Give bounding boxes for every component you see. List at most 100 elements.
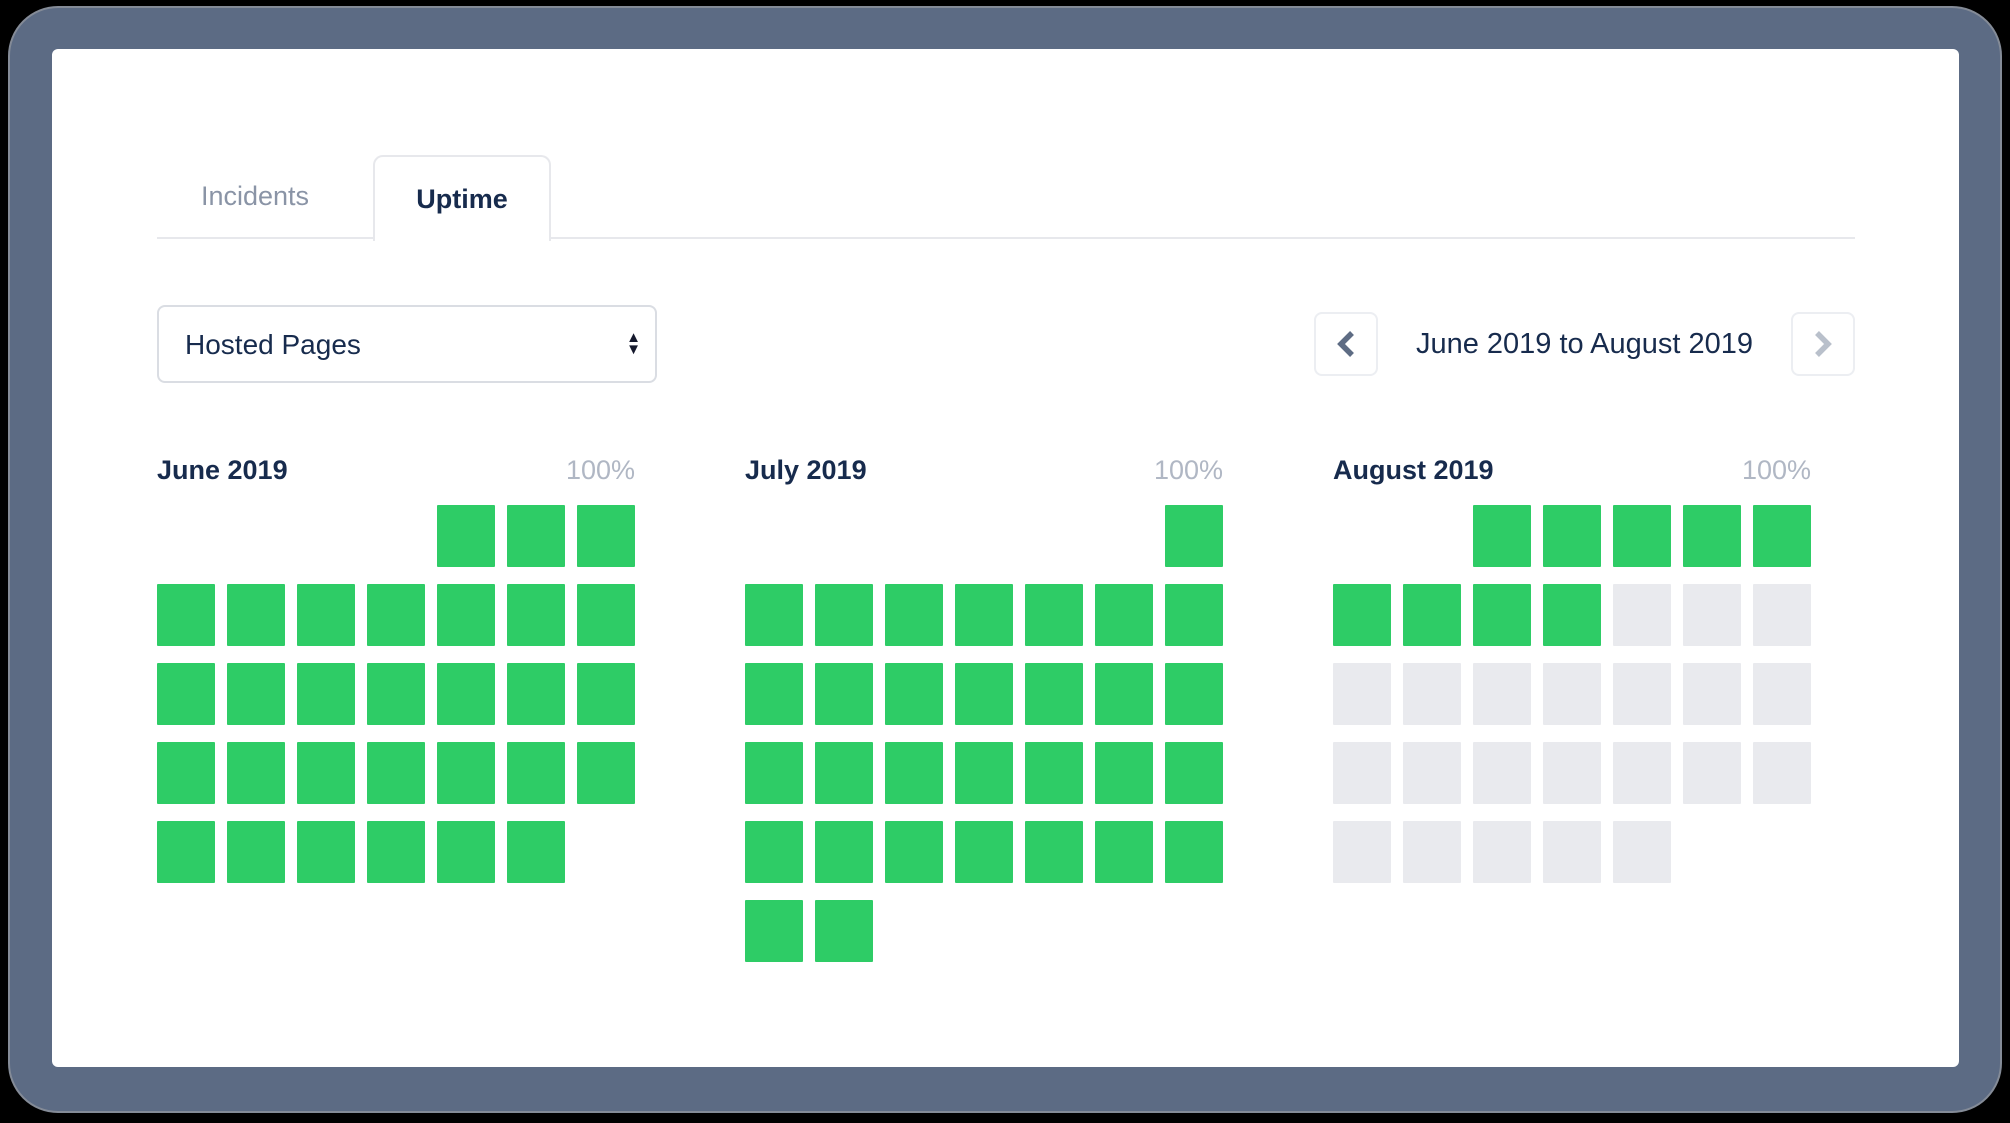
uptime-day-cell-operational[interactable] <box>885 663 943 725</box>
uptime-day-cell-operational[interactable] <box>745 742 803 804</box>
uptime-day-cell-operational[interactable] <box>1165 821 1223 883</box>
uptime-day-cell-operational[interactable] <box>1613 505 1671 567</box>
uptime-day-cell-operational[interactable] <box>577 663 635 725</box>
prev-range-button[interactable] <box>1313 312 1378 376</box>
uptime-day-cell-no-data[interactable] <box>1753 584 1811 646</box>
uptime-day-cell-operational[interactable] <box>367 742 425 804</box>
page-filter-select[interactable]: Hosted Pages <box>157 305 657 383</box>
uptime-day-cell-no-data[interactable] <box>1613 742 1671 804</box>
uptime-day-cell-operational[interactable] <box>745 821 803 883</box>
uptime-day-cell-operational[interactable] <box>437 505 495 567</box>
uptime-day-cell-operational[interactable] <box>507 663 565 725</box>
uptime-day-cell-operational[interactable] <box>885 584 943 646</box>
uptime-day-cell-operational[interactable] <box>885 742 943 804</box>
uptime-day-cell-operational[interactable] <box>227 663 285 725</box>
uptime-day-cell-operational[interactable] <box>577 584 635 646</box>
next-range-button[interactable] <box>1791 312 1855 376</box>
uptime-day-cell-operational[interactable] <box>367 821 425 883</box>
uptime-day-cell-operational[interactable] <box>297 742 355 804</box>
uptime-day-cell-no-data[interactable] <box>1333 742 1391 804</box>
uptime-day-cell-no-data[interactable] <box>1683 742 1741 804</box>
uptime-day-cell-operational[interactable] <box>1403 584 1461 646</box>
uptime-day-cell-operational[interactable] <box>1165 505 1223 567</box>
uptime-day-cell-operational[interactable] <box>745 663 803 725</box>
uptime-day-cell-no-data[interactable] <box>1613 663 1671 725</box>
uptime-day-cell-operational[interactable] <box>297 821 355 883</box>
uptime-day-cell-operational[interactable] <box>955 742 1013 804</box>
uptime-day-cell-no-data[interactable] <box>1473 821 1531 883</box>
uptime-day-cell-no-data[interactable] <box>1333 821 1391 883</box>
uptime-day-cell-operational[interactable] <box>367 663 425 725</box>
uptime-day-cell-operational[interactable] <box>507 505 565 567</box>
uptime-day-cell-operational[interactable] <box>437 821 495 883</box>
uptime-day-cell-operational[interactable] <box>1683 505 1741 567</box>
uptime-day-cell-operational[interactable] <box>437 663 495 725</box>
uptime-day-cell-operational[interactable] <box>1165 663 1223 725</box>
month-grid <box>157 505 635 883</box>
uptime-day-cell-operational[interactable] <box>577 742 635 804</box>
uptime-day-cell-operational[interactable] <box>815 584 873 646</box>
uptime-day-cell-operational[interactable] <box>297 663 355 725</box>
uptime-day-cell-operational[interactable] <box>815 742 873 804</box>
uptime-day-cell-no-data[interactable] <box>1403 742 1461 804</box>
uptime-day-cell-no-data[interactable] <box>1613 584 1671 646</box>
uptime-day-cell-operational[interactable] <box>157 742 215 804</box>
uptime-day-cell-operational[interactable] <box>367 584 425 646</box>
uptime-day-cell-operational[interactable] <box>1025 742 1083 804</box>
uptime-day-cell-no-data[interactable] <box>1543 663 1601 725</box>
uptime-day-cell-operational[interactable] <box>227 821 285 883</box>
uptime-day-cell-no-data[interactable] <box>1543 821 1601 883</box>
uptime-day-cell-operational[interactable] <box>227 742 285 804</box>
uptime-day-cell-operational[interactable] <box>507 584 565 646</box>
uptime-day-cell-no-data[interactable] <box>1333 663 1391 725</box>
uptime-day-cell-operational[interactable] <box>745 900 803 962</box>
uptime-day-cell-operational[interactable] <box>815 821 873 883</box>
uptime-day-cell-operational[interactable] <box>955 821 1013 883</box>
uptime-day-cell-operational[interactable] <box>815 663 873 725</box>
uptime-day-cell-operational[interactable] <box>157 821 215 883</box>
uptime-day-cell-operational[interactable] <box>1165 584 1223 646</box>
uptime-day-cell-operational[interactable] <box>507 821 565 883</box>
uptime-day-cell-operational[interactable] <box>885 821 943 883</box>
uptime-day-cell-operational[interactable] <box>1025 584 1083 646</box>
date-range-nav: June 2019 to August 2019 <box>1313 312 1855 376</box>
uptime-day-cell-operational[interactable] <box>1165 742 1223 804</box>
uptime-day-cell-no-data[interactable] <box>1473 663 1531 725</box>
uptime-day-cell-no-data[interactable] <box>1403 821 1461 883</box>
uptime-day-cell-operational[interactable] <box>815 900 873 962</box>
uptime-day-cell-no-data[interactable] <box>1683 584 1741 646</box>
uptime-day-cell-operational[interactable] <box>1025 821 1083 883</box>
uptime-day-cell-operational[interactable] <box>437 742 495 804</box>
uptime-day-cell-operational[interactable] <box>157 663 215 725</box>
uptime-day-cell-operational[interactable] <box>1095 663 1153 725</box>
uptime-day-cell-no-data[interactable] <box>1403 663 1461 725</box>
uptime-day-cell-operational[interactable] <box>955 663 1013 725</box>
uptime-day-cell-no-data[interactable] <box>1473 742 1531 804</box>
uptime-day-cell-no-data[interactable] <box>1683 663 1741 725</box>
uptime-day-cell-no-data[interactable] <box>1543 742 1601 804</box>
uptime-day-cell-operational[interactable] <box>1543 584 1601 646</box>
uptime-day-cell-operational[interactable] <box>745 584 803 646</box>
uptime-day-empty <box>297 505 355 567</box>
uptime-day-cell-operational[interactable] <box>1095 742 1153 804</box>
uptime-day-cell-operational[interactable] <box>1095 584 1153 646</box>
uptime-day-cell-operational[interactable] <box>1473 505 1531 567</box>
uptime-day-cell-operational[interactable] <box>227 584 285 646</box>
uptime-day-cell-no-data[interactable] <box>1753 663 1811 725</box>
uptime-day-cell-operational[interactable] <box>1543 505 1601 567</box>
uptime-day-cell-operational[interactable] <box>1025 663 1083 725</box>
tab-uptime[interactable]: Uptime <box>373 155 551 241</box>
uptime-day-cell-no-data[interactable] <box>1613 821 1671 883</box>
uptime-day-cell-operational[interactable] <box>1333 584 1391 646</box>
uptime-day-cell-operational[interactable] <box>1095 821 1153 883</box>
uptime-day-cell-operational[interactable] <box>955 584 1013 646</box>
uptime-day-cell-operational[interactable] <box>1473 584 1531 646</box>
tab-incidents[interactable]: Incidents <box>200 180 310 211</box>
uptime-day-cell-operational[interactable] <box>577 505 635 567</box>
uptime-day-cell-no-data[interactable] <box>1753 742 1811 804</box>
uptime-day-cell-operational[interactable] <box>297 584 355 646</box>
uptime-day-cell-operational[interactable] <box>437 584 495 646</box>
uptime-day-cell-operational[interactable] <box>157 584 215 646</box>
uptime-day-cell-operational[interactable] <box>507 742 565 804</box>
uptime-day-cell-operational[interactable] <box>1753 505 1811 567</box>
